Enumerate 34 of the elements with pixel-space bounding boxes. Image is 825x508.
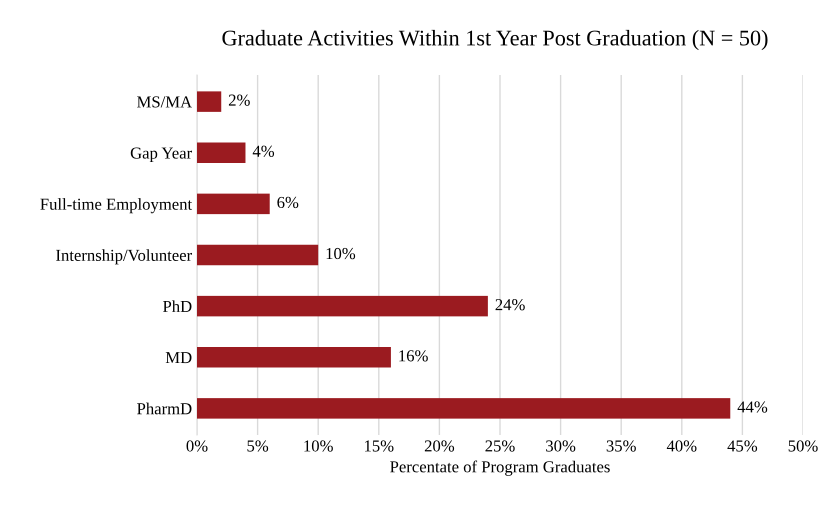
bar (197, 194, 270, 214)
y-tick-label: PhD (162, 300, 192, 312)
bar (197, 142, 246, 163)
x-tick-label: 15% (364, 440, 394, 452)
x-tick-label: 20% (424, 440, 454, 452)
x-tick-label: 5% (247, 440, 268, 452)
x-tick-label: 45% (727, 440, 758, 452)
bar (197, 347, 391, 368)
bar (197, 91, 222, 112)
data-label: 24% (496, 299, 525, 310)
data-label: 4% (252, 146, 274, 157)
x-tick-label: 50% (788, 440, 818, 452)
y-tick-label: PharmD (137, 402, 192, 414)
bar (197, 296, 488, 316)
x-axis-title: Percentate of Program Graduates (390, 460, 610, 476)
data-label: 44% (738, 401, 768, 413)
x-tick-label: 30% (546, 440, 576, 452)
y-tick-label: MS/MA (137, 96, 192, 108)
chart-title: Graduate Activities Within 1st Year Post Graduation (N = 50) (222, 30, 768, 50)
y-tick-label: Full-time Employment (40, 198, 192, 214)
y-tick-label: Gap Year (130, 147, 192, 162)
data-label: 6% (277, 196, 298, 208)
x-tick-label: 10% (304, 440, 333, 452)
x-tick-label: 35% (606, 440, 636, 452)
x-tick-label: 0% (186, 440, 208, 452)
y-tick-label: Internship/Volunteer (56, 249, 192, 264)
y-tick-label: MD (166, 352, 192, 364)
x-tick-label: 40% (666, 440, 697, 452)
bar (197, 398, 730, 419)
data-label: 10% (326, 248, 356, 260)
data-label: 2% (228, 94, 250, 106)
data-label: 16% (399, 350, 428, 362)
bar (197, 244, 318, 266)
x-tick-label: 25% (485, 440, 515, 452)
